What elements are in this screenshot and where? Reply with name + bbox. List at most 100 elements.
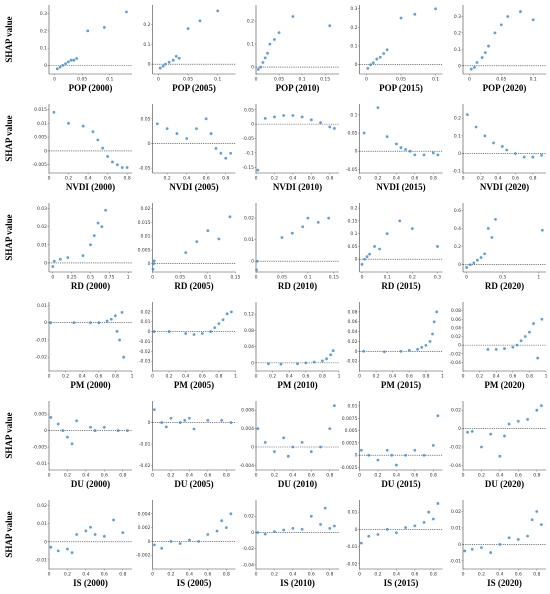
point bbox=[69, 58, 73, 62]
x-tick-label: 0 bbox=[255, 572, 258, 578]
x-tick-label: 0.2 bbox=[167, 572, 174, 578]
x-axis-label: DU (2005) bbox=[174, 479, 213, 489]
x-tick-label: 0.2 bbox=[478, 572, 485, 578]
y-tick-label: -0.02 bbox=[449, 445, 461, 451]
panel: 0 0.05 0.1 0.15 0.2 0 0.1 0.2 0.3 RD (2015) bbox=[347, 203, 443, 291]
panel: -0.005 0 0.005 0.01 0.015 0 0.2 0.4 0.6 0.8 NVDI (… bbox=[4, 104, 132, 192]
point bbox=[186, 27, 190, 31]
point bbox=[160, 421, 164, 424]
y-tick-label: 0.02 bbox=[347, 339, 357, 345]
point bbox=[219, 151, 223, 155]
point bbox=[394, 531, 398, 535]
point bbox=[109, 317, 113, 321]
x-tick-label: 0.8 bbox=[533, 572, 540, 578]
x-tick-label: 0.6 bbox=[308, 473, 315, 479]
y-tick-label: 0.3 bbox=[454, 14, 461, 20]
x-tick-label: 0.2 bbox=[64, 572, 71, 578]
point bbox=[416, 347, 419, 351]
x-tick-label: 0.8 bbox=[430, 473, 437, 479]
x-tick-label: 0.4 bbox=[186, 572, 193, 578]
point bbox=[410, 227, 414, 230]
point bbox=[375, 57, 379, 61]
x-tick-label: 0.8 bbox=[223, 473, 230, 479]
x-tick-label: 0 bbox=[358, 176, 361, 182]
y-tick-label: 0 bbox=[44, 63, 47, 69]
point bbox=[332, 404, 336, 407]
point bbox=[152, 408, 156, 412]
point bbox=[217, 322, 221, 326]
y-tick-label: 0 bbox=[458, 63, 461, 69]
point bbox=[89, 525, 92, 529]
point bbox=[436, 414, 440, 418]
x-tick-label: 0.4 bbox=[289, 473, 296, 479]
y-tick-label: -0.04 bbox=[242, 562, 254, 568]
point bbox=[489, 432, 493, 436]
point bbox=[296, 362, 299, 366]
point bbox=[259, 65, 263, 69]
point bbox=[507, 536, 511, 540]
point bbox=[404, 147, 408, 151]
point bbox=[229, 421, 233, 424]
x-tick-label: 0.75 bbox=[104, 275, 114, 281]
point bbox=[486, 348, 490, 351]
point bbox=[498, 454, 502, 458]
y-tick-label: 0.3 bbox=[40, 11, 47, 17]
point bbox=[81, 124, 85, 128]
x-tick-label: 0.4 bbox=[182, 374, 189, 380]
point bbox=[195, 240, 199, 244]
point bbox=[532, 322, 535, 325]
y-tick-label: -0.02 bbox=[242, 546, 254, 552]
point bbox=[220, 419, 224, 422]
y-tick-label: 0.02 bbox=[451, 334, 461, 340]
point bbox=[435, 310, 439, 314]
x-axis-label: PM (2005) bbox=[174, 380, 214, 390]
y-tick-label: 0.02 bbox=[140, 309, 150, 315]
x-axis-label: IS (2010) bbox=[280, 578, 315, 588]
point bbox=[49, 416, 53, 419]
y-tick-label: 0.1 bbox=[40, 46, 47, 52]
point bbox=[198, 19, 202, 23]
y-tick-label: 0.08 bbox=[244, 328, 254, 334]
point bbox=[116, 429, 120, 432]
x-tick-label: 0.4 bbox=[82, 572, 89, 578]
y-tick-label: 0.01 bbox=[140, 319, 150, 325]
x-tick-label: 0 bbox=[157, 77, 160, 83]
y-tick-label: 0.1 bbox=[143, 42, 150, 48]
point bbox=[52, 259, 56, 263]
panel: -0.02 -0.01 0 0 0.2 0.4 0.6 0.8 DU (2005) bbox=[139, 401, 236, 489]
y-tick-label: 0.0075 bbox=[342, 416, 358, 422]
point bbox=[177, 56, 181, 60]
x-tick-label: 0.8 bbox=[319, 374, 326, 380]
y-tick-label: 0.1 bbox=[454, 47, 461, 53]
y-tick-label: 0.01 bbox=[347, 403, 357, 409]
x-tick-label: 0.8 bbox=[526, 374, 533, 380]
x-tick-label: 0.15 bbox=[230, 275, 240, 281]
point bbox=[422, 453, 426, 457]
x-tick-label: 0.6 bbox=[104, 176, 111, 182]
point bbox=[359, 541, 363, 545]
point bbox=[394, 463, 398, 467]
point bbox=[531, 18, 535, 22]
x-axis-label: POP (2010) bbox=[276, 83, 320, 93]
point bbox=[217, 237, 221, 241]
point bbox=[290, 231, 294, 235]
y-tick-label: -0.01 bbox=[35, 337, 47, 343]
point bbox=[304, 361, 308, 365]
y-tick-label: -0.02 bbox=[35, 355, 47, 361]
y-tick-label: 0 bbox=[44, 320, 47, 326]
point bbox=[470, 547, 474, 551]
x-tick-label: 0.1 bbox=[299, 77, 306, 83]
point bbox=[282, 114, 286, 117]
x-tick-label: 0 bbox=[48, 374, 51, 380]
panel: 0 0.005 0.01 0.015 0.02 0 0.05 0.1 0.15 RD (2005) bbox=[138, 203, 241, 291]
x-tick-label: 1 bbox=[441, 374, 444, 380]
x-tick-label: 0.6 bbox=[308, 572, 315, 578]
point bbox=[102, 26, 106, 29]
y-tick-label: 0.05 bbox=[347, 131, 357, 137]
y-tick-label: -0.01 bbox=[35, 557, 47, 563]
point bbox=[399, 349, 403, 353]
point bbox=[224, 526, 228, 529]
point bbox=[373, 245, 376, 248]
